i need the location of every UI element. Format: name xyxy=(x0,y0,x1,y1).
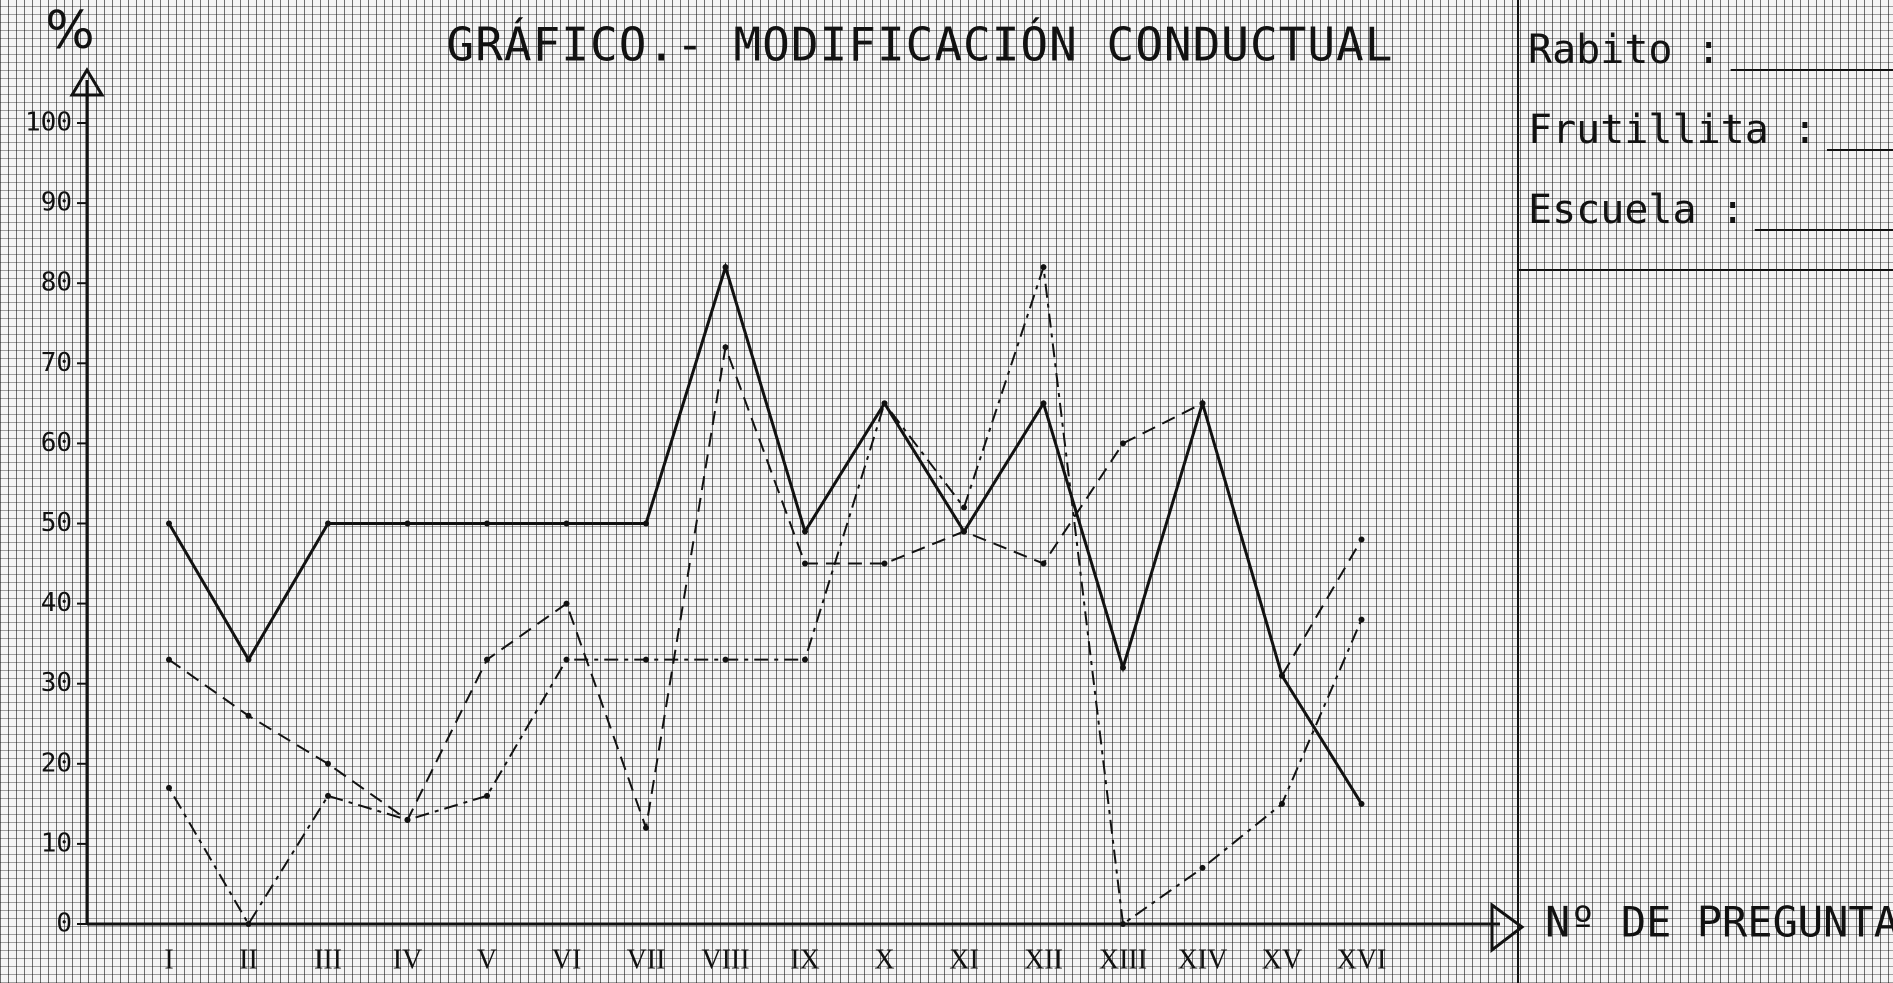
y-tick-label: 80 xyxy=(41,268,72,298)
data-point xyxy=(564,521,570,527)
data-point xyxy=(325,521,331,527)
x-tick-label: XIII xyxy=(1099,944,1147,975)
x-tick-label: IX xyxy=(790,944,820,975)
x-tick-label: XII xyxy=(1024,944,1063,975)
x-tick-label: XI xyxy=(949,944,979,975)
page: GRÁFICO.- MODIFICACIÓN CONDUCTUAL % Nº D… xyxy=(0,0,1893,983)
x-tick-label: VIII xyxy=(701,944,749,975)
series-line xyxy=(169,347,1362,828)
data-point xyxy=(802,529,808,535)
data-point xyxy=(643,657,649,663)
data-point xyxy=(246,713,252,719)
x-axis-label: Nº DE PREGUNTAS xyxy=(1545,898,1893,947)
data-point xyxy=(246,921,252,927)
x-tick-label: V xyxy=(477,944,497,975)
data-point xyxy=(723,344,729,350)
data-point xyxy=(166,785,172,791)
data-point xyxy=(1041,561,1047,567)
data-point xyxy=(405,521,411,527)
y-tick-label: 0 xyxy=(56,909,72,939)
y-tick-label: 60 xyxy=(41,428,72,458)
y-tick-label: 30 xyxy=(41,668,72,698)
x-tick-label: XVI xyxy=(1337,944,1387,975)
data-point xyxy=(723,264,729,270)
form-label: Escuela : xyxy=(1528,187,1745,233)
data-point xyxy=(1200,400,1206,406)
data-point xyxy=(325,761,331,767)
data-point xyxy=(1120,921,1126,927)
form-label: Frutillita : xyxy=(1528,107,1817,153)
data-point xyxy=(1041,400,1047,406)
form-label: Rabito : xyxy=(1528,27,1721,73)
data-point xyxy=(1359,537,1365,543)
series-line xyxy=(169,267,1362,924)
x-tick-label: VI xyxy=(552,944,582,975)
x-tick-label: X xyxy=(874,944,894,975)
data-point xyxy=(484,521,490,527)
data-point xyxy=(166,521,172,527)
data-point xyxy=(1120,665,1126,671)
data-point xyxy=(723,657,729,663)
data-point xyxy=(564,601,570,607)
data-point xyxy=(564,657,570,663)
data-point xyxy=(1279,801,1285,807)
data-point xyxy=(1120,440,1126,446)
y-axis-label: % xyxy=(45,1,94,61)
data-point xyxy=(961,504,967,510)
data-point xyxy=(405,817,411,823)
y-tick-label: 90 xyxy=(41,188,72,218)
y-tick-label: 50 xyxy=(41,508,72,538)
y-tick-label: 100 xyxy=(25,108,72,138)
x-tick-label: II xyxy=(239,944,258,975)
data-point xyxy=(882,400,888,406)
x-tick-label: XIV xyxy=(1178,944,1228,975)
chart: GRÁFICO.- MODIFICACIÓN CONDUCTUAL % Nº D… xyxy=(0,0,1893,983)
data-point xyxy=(1359,617,1365,623)
data-point xyxy=(484,657,490,663)
data-point xyxy=(1359,801,1365,807)
data-point xyxy=(961,529,967,535)
data-point xyxy=(802,657,808,663)
data-point xyxy=(325,793,331,799)
data-point xyxy=(1279,673,1285,679)
y-tick-label: 40 xyxy=(41,588,72,618)
x-tick-label: VII xyxy=(627,944,666,975)
data-point xyxy=(1041,264,1047,270)
x-tick-label: III xyxy=(314,944,342,975)
data-point xyxy=(643,825,649,831)
series-line xyxy=(169,267,1362,804)
data-point xyxy=(166,657,172,663)
chart-title: GRÁFICO.- MODIFICACIÓN CONDUCTUAL xyxy=(447,18,1394,72)
data-point xyxy=(246,657,252,663)
x-tick-label: IV xyxy=(393,944,423,975)
data-point xyxy=(643,521,649,527)
data-point xyxy=(1200,865,1206,871)
data-point xyxy=(484,793,490,799)
data-point xyxy=(802,561,808,567)
y-tick-label: 10 xyxy=(41,828,72,858)
y-tick-label: 70 xyxy=(41,348,72,378)
x-tick-label: I xyxy=(164,944,173,975)
x-tick-label: XV xyxy=(1262,944,1302,975)
data-point xyxy=(882,561,888,567)
y-tick-label: 20 xyxy=(41,748,72,778)
